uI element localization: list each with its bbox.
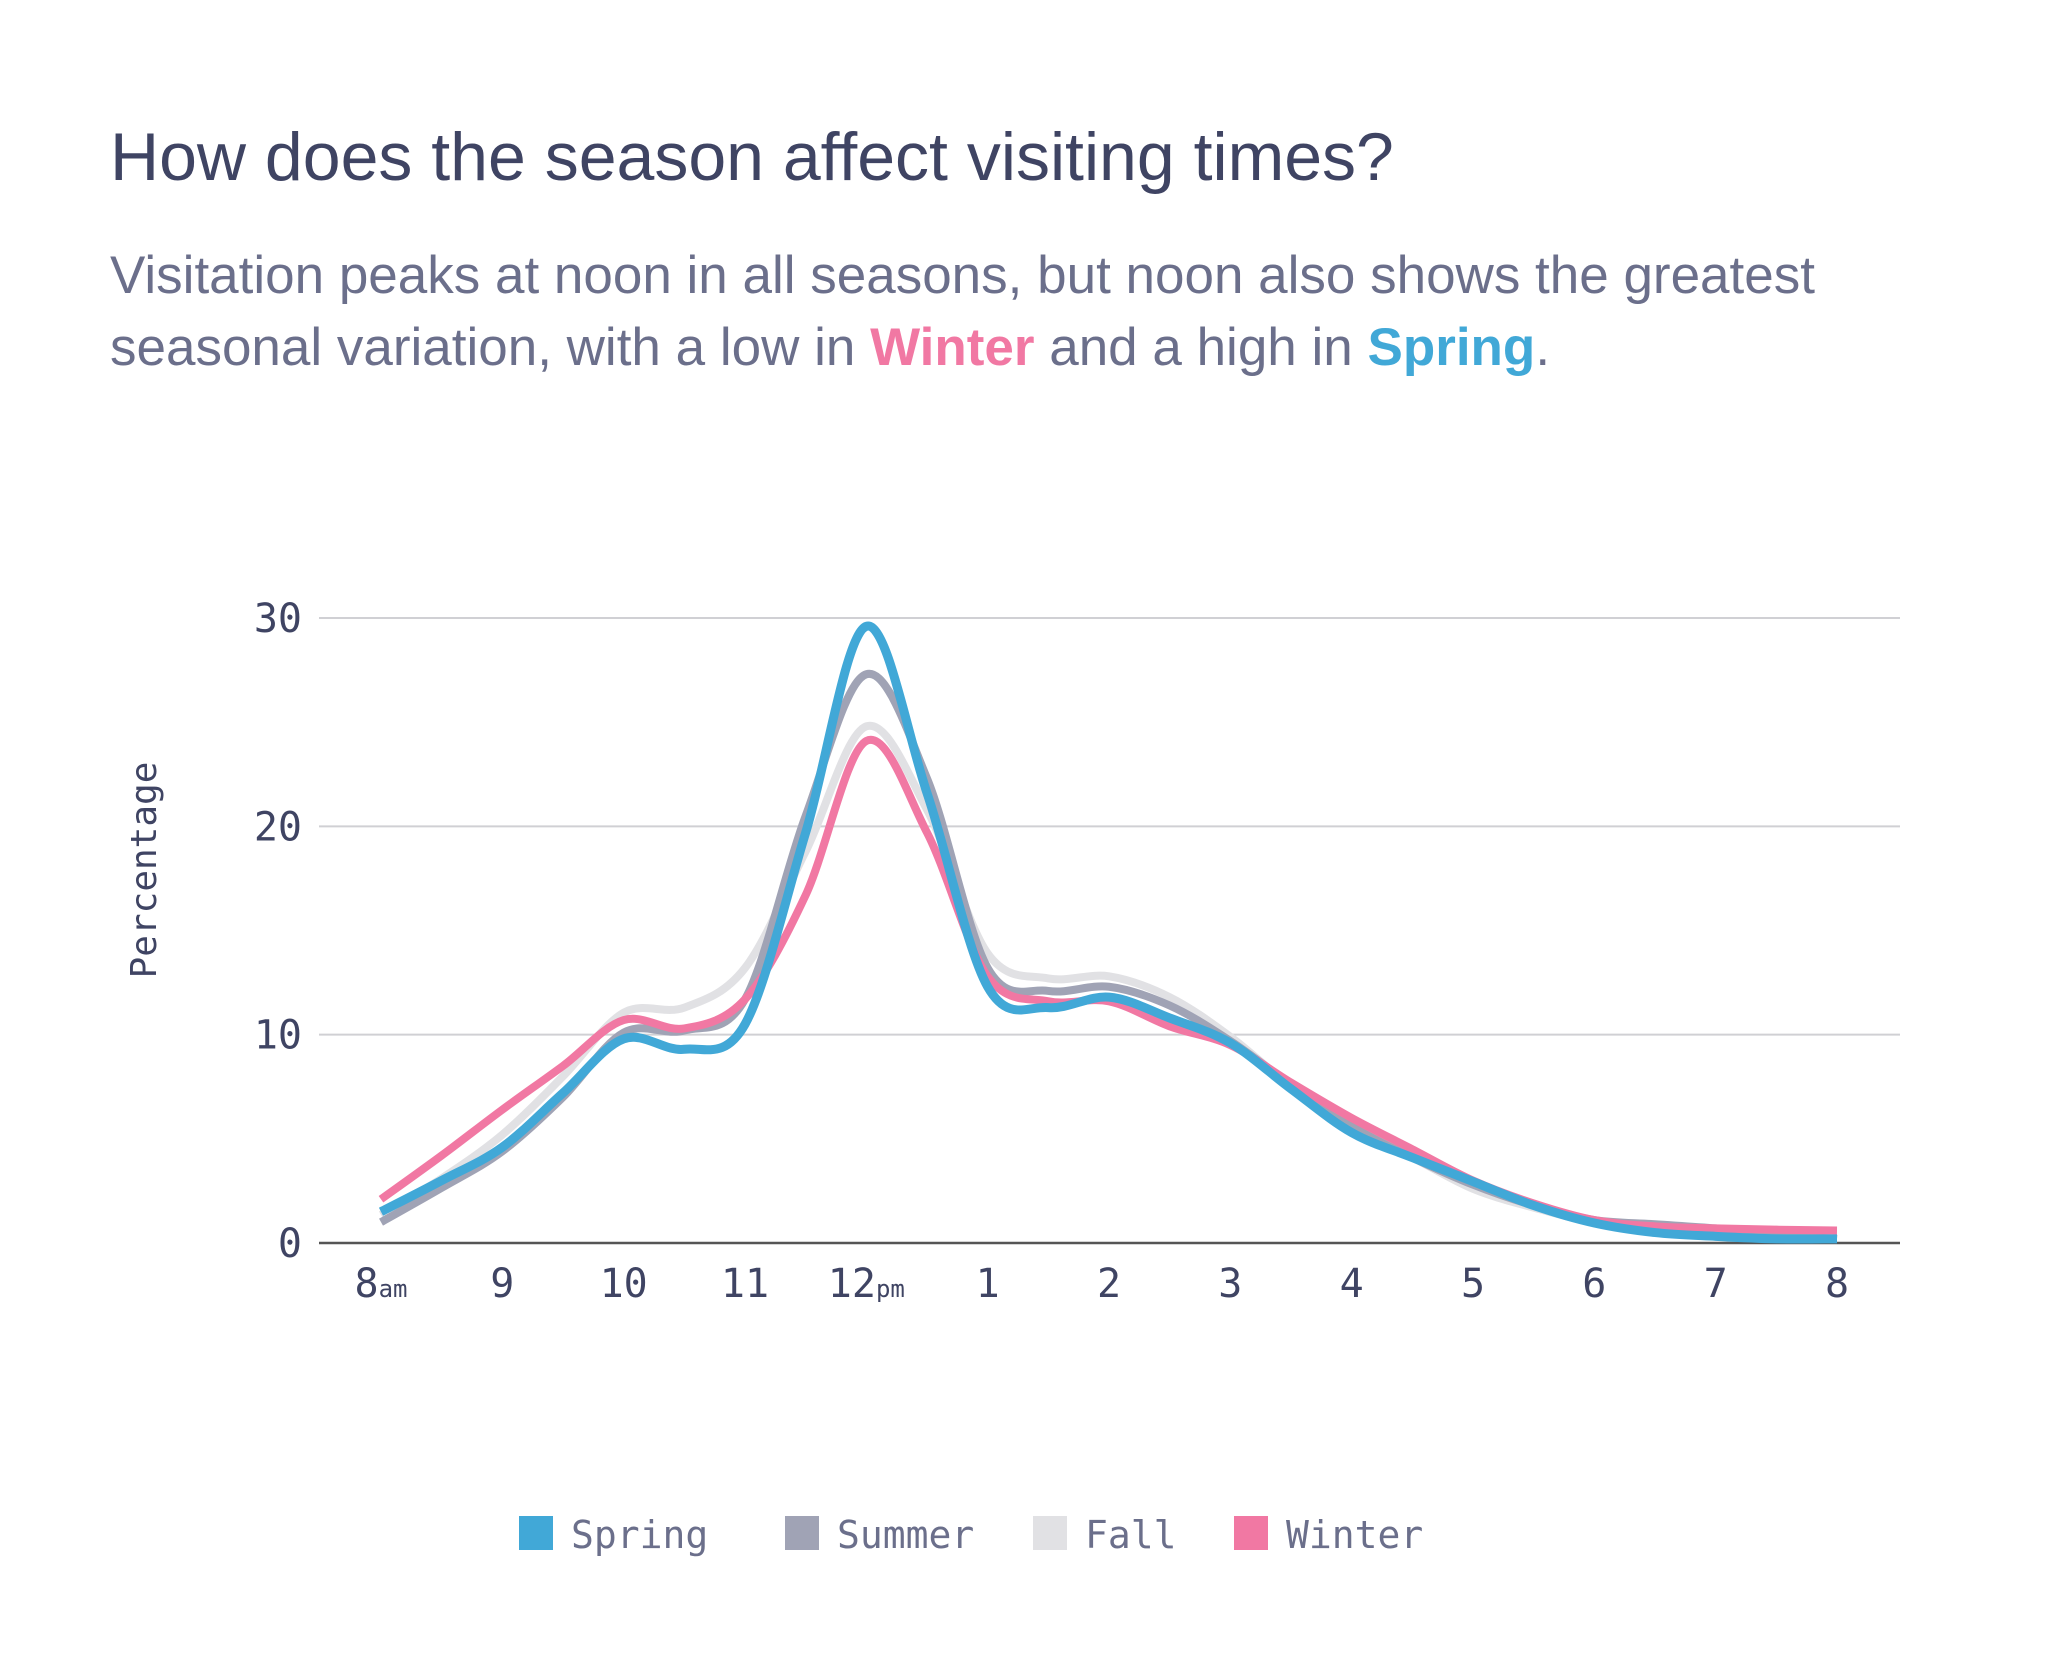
series-line-summer (379, 670, 1838, 1243)
x-tick-label: 10 (600, 1261, 648, 1307)
subtitle-spring-highlight: Spring (1367, 318, 1536, 377)
x-tick-label: 12pm (828, 1261, 905, 1307)
legend-label: Fall (1085, 1513, 1177, 1557)
legend-swatch (785, 1516, 819, 1550)
x-tick-label: 6 (1582, 1261, 1606, 1307)
x-tick-label: 3 (1218, 1261, 1242, 1307)
x-tick-label: 1 (976, 1261, 1000, 1307)
series-lines (378, 621, 1838, 1244)
subtitle-winter-highlight: Winter (870, 318, 1035, 377)
x-tick-label: 2 (1097, 1261, 1121, 1307)
y-tick-label: 0 (278, 1221, 302, 1267)
y-tick-label: 30 (254, 596, 302, 642)
chart-subtitle: Visitation peaks at noon in all seasons,… (110, 240, 1970, 384)
x-tick-label: 5 (1461, 1261, 1485, 1307)
subtitle-line2-post: . (1535, 318, 1551, 377)
y-axis-ticks: 0 10 20 30 (254, 596, 302, 1267)
legend-swatch (1033, 1516, 1067, 1550)
series-line-spring (378, 621, 1838, 1244)
subtitle-line1: Visitation peaks at noon in all seasons,… (110, 246, 1815, 305)
legend-swatch (1234, 1516, 1268, 1550)
legend-label: Spring (571, 1513, 708, 1557)
subtitle-line2-mid: and a high in (1034, 318, 1368, 377)
x-tick-label: 8 (1825, 1261, 1849, 1307)
legend-item-winter[interactable]: Winter (1234, 1513, 1423, 1557)
x-tick-label: 11 (721, 1261, 769, 1307)
legend-item-spring[interactable]: Spring (519, 1513, 708, 1557)
legend-item-summer[interactable]: Summer (785, 1513, 974, 1557)
y-tick-label: 20 (254, 804, 302, 850)
x-tick-label: 9 (490, 1261, 514, 1307)
legend-swatch (519, 1516, 553, 1550)
x-tick-suffix: am (379, 1275, 408, 1303)
x-tick-label: 4 (1340, 1261, 1364, 1307)
series-line-fall (378, 721, 1838, 1243)
gridlines (319, 617, 1900, 1245)
legend-label: Winter (1286, 1513, 1423, 1557)
x-axis-ticks: 8am 9 10 11 12pm 1 2 3 4 5 6 7 8 (355, 1261, 1850, 1307)
chart-title: How does the season affect visiting time… (110, 119, 1394, 195)
legend-item-fall[interactable]: Fall (1033, 1513, 1177, 1557)
x-tick-label: 7 (1704, 1261, 1728, 1307)
y-tick-label: 10 (254, 1013, 302, 1059)
x-tick-label: 8am (355, 1261, 408, 1307)
legend-label: Summer (837, 1513, 974, 1557)
legend: Spring Summer Fall Winter (519, 1513, 1423, 1557)
y-axis-label: Percentage (124, 762, 165, 979)
subtitle-line2-pre: seasonal variation, with a low in (110, 318, 871, 377)
x-tick-suffix: pm (876, 1275, 905, 1303)
